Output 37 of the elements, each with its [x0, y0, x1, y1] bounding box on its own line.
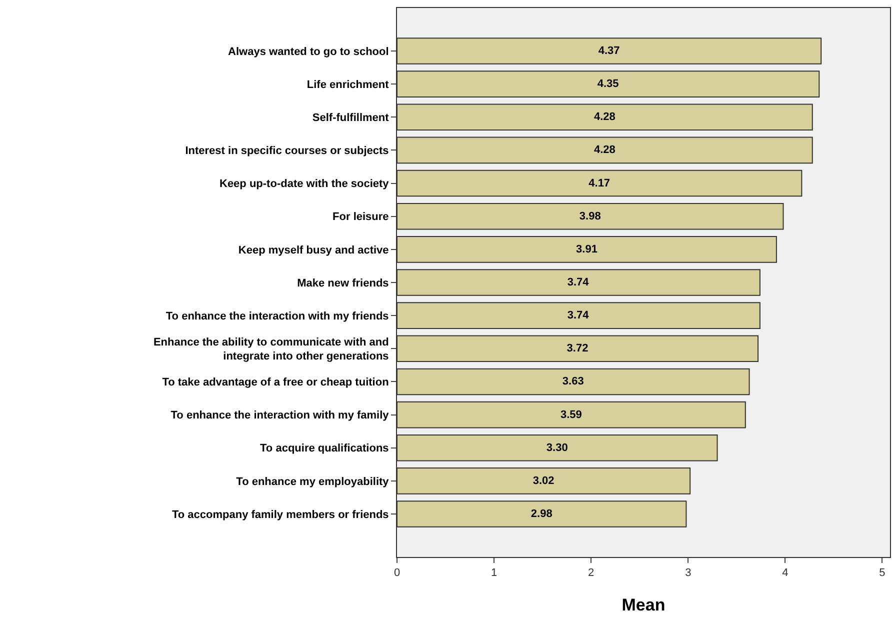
x-tick-label: 3	[685, 567, 692, 580]
y-tick-label: Keep myself busy and active	[238, 244, 389, 256]
data-label: 3.02	[532, 474, 554, 487]
y-tick-label: For leisure	[332, 211, 389, 224]
data-label: 4.35	[597, 78, 619, 90]
x-axis-title: Mean	[622, 596, 666, 615]
y-tick-label: Self-fulfillment	[312, 112, 390, 124]
y-tick-label: Interest in specific courses or subjects	[185, 145, 389, 158]
y-tick-label: Enhance the ability to communicate with and integrate into other generations	[153, 336, 389, 363]
y-tick-label: To enhance my employability	[236, 476, 390, 488]
data-label: 3.91	[576, 243, 598, 256]
y-tick-label: To enhance the interaction with my family	[170, 410, 390, 422]
data-label: 3.72	[566, 342, 588, 355]
y-tick-label: To take advantage of a free or cheap tuition	[162, 376, 390, 389]
data-label: 4.17	[588, 177, 610, 190]
x-tick-label: 2	[588, 567, 594, 580]
data-label: 3.30	[546, 442, 568, 454]
y-tick-label: Life enrichment	[306, 78, 390, 91]
x-tick-label: 0	[394, 567, 400, 580]
data-label: 3.63	[562, 376, 584, 388]
data-label: 4.28	[594, 144, 616, 156]
y-tick-label: To accompany family members or friends	[172, 508, 389, 521]
data-label: 3.59	[560, 408, 582, 421]
y-tick-label: Keep up-to-date with the society	[220, 178, 390, 190]
x-tick-label: 1	[490, 567, 498, 580]
data-label: 2.98	[530, 508, 552, 520]
data-label: 4.28	[594, 111, 616, 124]
y-tick-label: To acquire qualifications	[260, 442, 389, 455]
data-label: 3.98	[579, 210, 601, 222]
x-tick-label: 5	[879, 567, 886, 580]
x-tick-label: 4	[782, 567, 788, 580]
y-tick-label: Make new friends	[297, 277, 389, 290]
y-tick-label: To enhance the interaction with my friends	[166, 310, 389, 322]
data-label: 3.74	[567, 276, 590, 288]
data-label: 4.37	[598, 44, 620, 57]
y-tick-label: Always wanted to go to school	[228, 46, 389, 58]
data-label: 3.74	[567, 310, 590, 322]
